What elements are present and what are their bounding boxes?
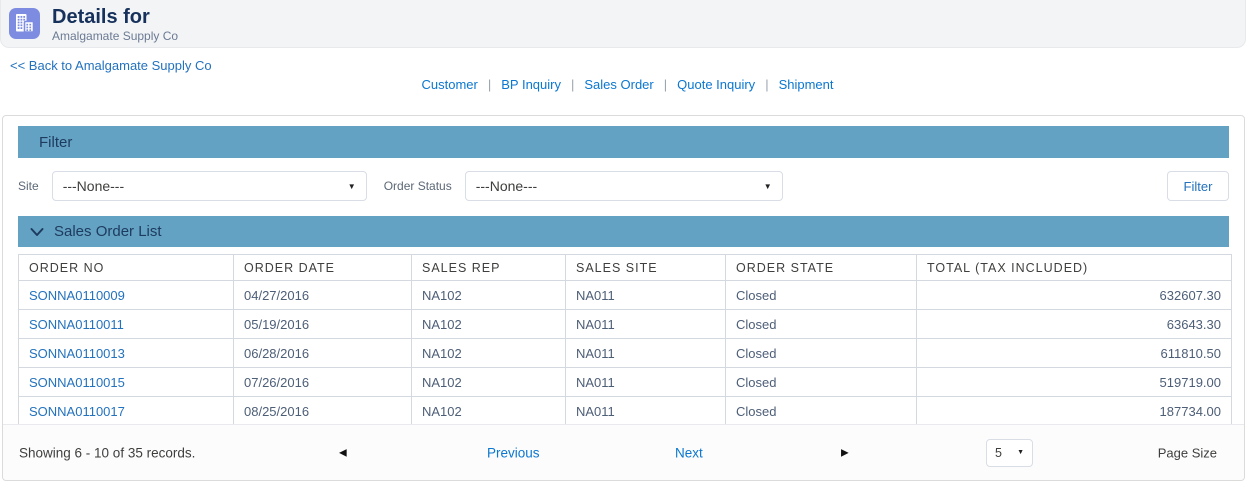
nav-link-bp-inquiry[interactable]: BP Inquiry [501,77,561,92]
nav-separator: | [765,77,769,92]
dropdown-arrow-icon: ▼ [1017,449,1024,456]
col-header-sales-rep: SALES REP [411,254,566,281]
previous-link[interactable]: Previous [487,445,540,460]
site-select-value: ---None--- [62,178,125,194]
sales-rep-cell: NA102 [411,396,566,426]
table-row: SONNA0110011 05/19/2016 NA102 NA011 Clos… [18,309,1232,339]
order-link[interactable]: SONNA0110015 [29,374,125,390]
filter-section-title: Filter [39,133,73,151]
filter-section-header: Filter [18,126,1229,158]
order-status-select-value: ---None--- [475,178,538,194]
sales-site-cell: NA011 [565,367,726,397]
order-date-cell: 07/26/2016 [233,367,412,397]
page-size-select[interactable]: 5 ▼ [986,438,1033,467]
order-state-cell: Closed [725,280,917,310]
dropdown-arrow-icon: ▼ [763,181,772,191]
pagination-bar: Showing 6 - 10 of 35 records. ◀ Previous… [3,424,1244,480]
sales-rep-cell: NA102 [411,280,566,310]
col-header-order-state: ORDER STATE [725,254,917,281]
next-link[interactable]: Next [675,445,703,460]
dropdown-arrow-icon: ▼ [347,181,356,191]
page-size-value: 5 [995,445,1002,460]
order-status-label: Order Status [383,179,452,193]
nav-separator: | [663,77,668,92]
total-cell: 187734.00 [916,396,1232,426]
total-cell: 63643.30 [916,309,1232,339]
order-link[interactable]: SONNA0110013 [29,345,125,361]
sales-site-cell: NA011 [565,338,726,368]
nav-link-customer[interactable]: Customer [421,77,478,92]
nav-link-shipment[interactable]: Shipment [778,77,834,92]
table-header-row: ORDER NO ORDER DATE SALES REP SALES SITE… [18,254,1232,281]
page-header: Details for Amalgamate Supply Co [0,0,1246,48]
order-date-cell: 05/19/2016 [233,309,412,339]
page-subtitle: Amalgamate Supply Co [52,29,179,43]
total-cell: 632607.30 [916,280,1232,310]
site-label: Site [18,179,39,193]
sales-site-cell: NA011 [565,280,726,310]
back-link[interactable]: << Back to Amalgamate Supply Co [10,58,212,73]
nav-separator: | [570,77,575,92]
sales-site-cell: NA011 [565,309,726,339]
sales-order-table: ORDER NO ORDER DATE SALES REP SALES SITE… [18,254,1232,426]
order-date-cell: 06/28/2016 [233,338,412,368]
sales-order-list-header: Sales Order List [18,216,1229,247]
table-row: SONNA0110017 08/25/2016 NA102 NA011 Clos… [18,396,1232,426]
order-state-cell: Closed [725,309,917,339]
sales-site-cell: NA011 [565,396,726,426]
total-cell: 519719.00 [916,367,1232,397]
table-row: SONNA0110013 06/28/2016 NA102 NA011 Clos… [18,338,1232,368]
order-state-cell: Closed [725,367,917,397]
content-card: Filter Site ---None--- ▼ Order Status --… [2,115,1245,481]
nav-separator: | [487,77,492,92]
sales-rep-cell: NA102 [411,309,566,339]
order-date-cell: 08/25/2016 [233,396,412,426]
order-state-cell: Closed [725,396,917,426]
next-arrow-icon[interactable]: ▶ [841,447,849,458]
order-state-cell: Closed [725,338,917,368]
order-link[interactable]: SONNA0110017 [29,403,125,419]
order-link[interactable]: SONNA0110009 [29,287,125,303]
site-select[interactable]: ---None--- ▼ [51,171,367,201]
page-title: Details for [52,6,150,28]
order-date-cell: 04/27/2016 [233,280,412,310]
filter-controls: Site ---None--- ▼ Order Status ---None--… [18,171,1229,201]
sales-rep-cell: NA102 [411,367,566,397]
account-building-icon [9,8,40,39]
nav-link-sales-order[interactable]: Sales Order [584,77,654,92]
nav-link-quote-inquiry[interactable]: Quote Inquiry [677,77,756,92]
records-summary: Showing 6 - 10 of 35 records. [19,445,196,460]
col-header-total: TOTAL (TAX INCLUDED) [916,254,1232,281]
previous-arrow-icon[interactable]: ◀ [339,447,347,458]
order-status-select[interactable]: ---None--- ▼ [464,171,783,201]
chevron-down-icon[interactable] [30,227,44,237]
sales-order-list-title: Sales Order List [54,223,162,240]
filter-button[interactable]: Filter [1167,171,1229,201]
order-link[interactable]: SONNA0110011 [29,316,124,332]
table-row: SONNA0110015 07/26/2016 NA102 NA011 Clos… [18,367,1232,397]
col-header-order-no: ORDER NO [18,254,234,281]
table-row: SONNA0110009 04/27/2016 NA102 NA011 Clos… [18,280,1232,310]
page-size-label: Page Size [1157,445,1217,460]
total-cell: 611810.50 [916,338,1232,368]
col-header-sales-site: SALES SITE [565,254,726,281]
nav-bar: Customer | BP Inquiry | Sales Order | Quote In… [0,77,1255,92]
col-header-order-date: ORDER DATE [233,254,412,281]
sales-rep-cell: NA102 [411,338,566,368]
